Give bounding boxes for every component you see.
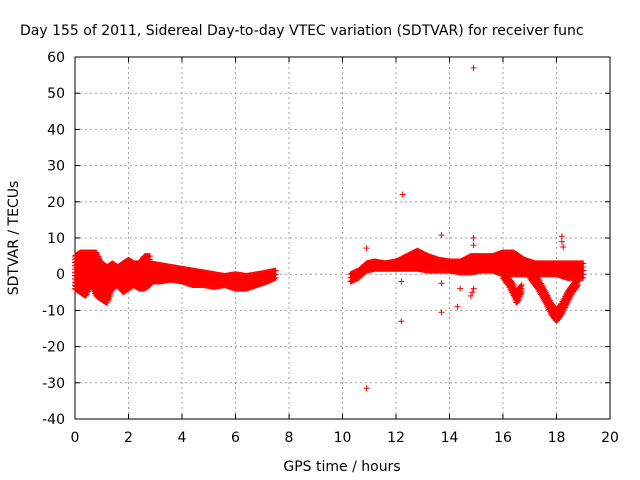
outlier-point	[363, 245, 370, 252]
outlier-point	[470, 242, 477, 249]
outlier-point	[470, 285, 477, 292]
outlier-point	[399, 191, 406, 198]
outlier-point	[438, 232, 445, 239]
x-tick-label: 20	[601, 430, 619, 446]
x-tick-label: 2	[124, 430, 133, 446]
data-points	[72, 64, 587, 392]
outlier-point	[438, 309, 445, 316]
y-tick-label: 50	[47, 86, 65, 102]
y-tick-label: 60	[47, 50, 65, 66]
x-tick-label: 8	[285, 430, 294, 446]
chart-title: Day 155 of 2011, Sidereal Day-to-day VTE…	[20, 23, 584, 39]
data-point	[518, 282, 525, 289]
x-tick-label: 4	[178, 430, 187, 446]
outlier-point	[398, 278, 405, 285]
y-tick-label: -10	[42, 303, 65, 319]
outlier-point	[560, 244, 567, 251]
x-tick-label: 18	[548, 430, 566, 446]
outlier-point	[363, 385, 370, 392]
outlier-point	[457, 285, 464, 292]
x-tick-label: 10	[334, 430, 352, 446]
data-point	[517, 283, 524, 290]
y-tick-label: 30	[47, 159, 65, 175]
outlier-point	[470, 235, 477, 241]
x-tick-label: 6	[231, 430, 240, 446]
data-point	[509, 280, 516, 287]
x-axis-label: GPS time / hours	[283, 459, 400, 475]
data-point	[541, 287, 548, 294]
data-point	[580, 260, 587, 267]
data-point	[574, 275, 581, 282]
x-tick-label: 0	[71, 430, 80, 446]
y-tick-label: -20	[42, 340, 65, 356]
outlier-point	[469, 289, 476, 296]
y-tick-label: 10	[47, 231, 65, 247]
grid	[75, 57, 610, 419]
outlier-point	[558, 233, 565, 240]
axis-ticks: 0 2 4 6 8 10 12 14 16 18 20 -40 -30 -20 -10 0 10 20 30 40 50…	[42, 50, 619, 446]
data-point	[272, 267, 279, 274]
y-tick-label: -30	[42, 376, 65, 392]
outlier-point	[470, 64, 477, 71]
y-tick-label: 20	[47, 195, 65, 211]
outlier-point	[398, 318, 405, 325]
outlier-point	[438, 280, 445, 287]
x-tick-label: 16	[494, 430, 512, 446]
y-tick-label: -40	[42, 412, 65, 428]
outlier-point	[467, 292, 474, 299]
outlier-point	[558, 238, 565, 245]
data-point	[574, 274, 581, 281]
y-tick-label: 40	[47, 122, 65, 138]
y-axis-label: SDTVAR / TECUs	[6, 181, 22, 296]
y-tick-label: 0	[56, 267, 65, 283]
x-tick-label: 12	[387, 430, 405, 446]
x-tick-label: 14	[441, 430, 459, 446]
outlier-point	[454, 303, 461, 310]
data-point	[146, 253, 153, 260]
